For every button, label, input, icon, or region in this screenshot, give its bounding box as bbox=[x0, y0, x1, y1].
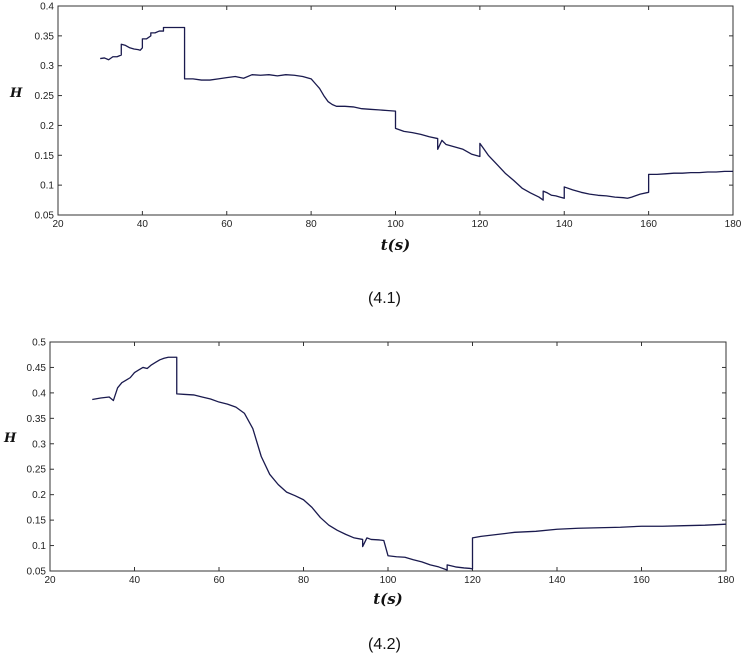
x-tick-label: 40 bbox=[137, 219, 149, 230]
y-tick-label: 0.4 bbox=[40, 2, 54, 13]
y-tick-label: 0.45 bbox=[27, 363, 47, 374]
x-tick-label: 20 bbox=[52, 219, 64, 230]
y-tick-label: 0.15 bbox=[27, 516, 47, 527]
y-tick-label: 0.05 bbox=[35, 211, 55, 222]
y-tick-label: 0.5 bbox=[32, 338, 46, 349]
x-tick-label: 180 bbox=[725, 219, 742, 230]
x-tick-label: 80 bbox=[298, 575, 310, 586]
y-tick-label: 0.3 bbox=[32, 439, 46, 450]
y-tick-label: 0.05 bbox=[27, 567, 47, 578]
y-tick-label: 0.4 bbox=[32, 388, 46, 399]
x-tick-label: 60 bbox=[213, 575, 225, 586]
series-line-H bbox=[92, 356, 727, 571]
y-tick-label: 0.25 bbox=[27, 465, 47, 476]
x-tick-label: 60 bbox=[221, 219, 233, 230]
series-line-H bbox=[100, 26, 733, 201]
x-tick-label: 140 bbox=[549, 575, 566, 586]
x-axis-label: t(s) bbox=[373, 590, 403, 608]
y-tick-label: 0.15 bbox=[35, 151, 55, 162]
line-chart-4-2: 20 40 60 80 100 120 140 160 180 0.05 0.1 0.15 0.2 0.2… bbox=[3, 338, 735, 609]
y-tick-label: 0.35 bbox=[35, 31, 55, 42]
plot-frame bbox=[49, 341, 727, 572]
y-tick-label: 0.1 bbox=[40, 181, 54, 192]
x-tick-label: 180 bbox=[718, 575, 735, 586]
x-tick-label: 80 bbox=[306, 219, 318, 230]
y-tick-label: 0.3 bbox=[40, 61, 54, 72]
y-tick-label: 0.2 bbox=[32, 490, 46, 501]
chart-caption: (4.1) bbox=[368, 290, 401, 307]
y-tick-label: 0.1 bbox=[32, 541, 46, 552]
x-tick-label: 140 bbox=[556, 219, 573, 230]
x-tick-label: 20 bbox=[44, 575, 56, 586]
x-tick-label: 120 bbox=[472, 219, 489, 230]
chart-caption: (4.2) bbox=[368, 636, 401, 653]
y-tick-label: 0.2 bbox=[40, 121, 54, 132]
x-tick-label: 40 bbox=[129, 575, 141, 586]
y-tick-label: 0.35 bbox=[27, 414, 47, 425]
chart-panel-4-2: 20 40 60 80 100 120 140 160 180 0.05 0.1 0.15 0.2 0.2… bbox=[0, 334, 744, 661]
x-tick-label: 100 bbox=[380, 575, 397, 586]
chart-panel-4-1: 20 40 60 80 100 120 140 160 180 0.05 0.1 0.15 0.2 0.2… bbox=[0, 0, 744, 320]
line-chart-4-1: 20 40 60 80 100 120 140 160 180 0.05 0.1 0.15 0.2 0.2… bbox=[9, 2, 742, 255]
x-axis-label: t(s) bbox=[381, 236, 411, 254]
y-tick-label: 0.25 bbox=[35, 91, 55, 102]
y-axis-label: H bbox=[3, 431, 17, 446]
x-tick-label: 160 bbox=[640, 219, 657, 230]
x-tick-label: 160 bbox=[633, 575, 650, 586]
y-axis-label: H bbox=[9, 86, 23, 101]
x-tick-label: 100 bbox=[387, 219, 404, 230]
x-tick-label: 120 bbox=[464, 575, 481, 586]
